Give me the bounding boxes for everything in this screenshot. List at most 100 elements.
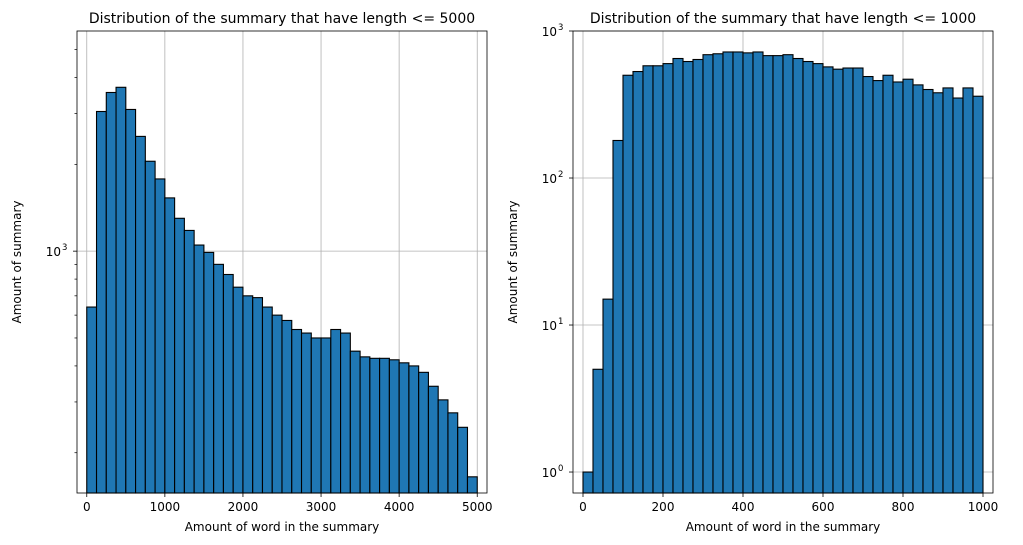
histogram-bar [310,337,322,494]
histogram-bar [592,368,604,494]
histogram-bar [852,67,864,494]
histogram-bar [379,357,390,494]
histogram-bar [972,95,984,494]
histogram-bar [349,350,361,494]
histogram-bar [408,365,420,494]
x-axis-label: Amount of word in the summary [185,520,380,534]
histogram-bar [712,53,724,494]
histogram-bar [183,229,195,494]
histogram-bar [842,67,854,494]
histogram-bar [882,74,894,494]
histogram-bar [447,412,459,494]
y-tick-label-exponent: 2 [558,170,563,180]
histogram-bar [320,337,332,494]
histogram-bar [702,54,714,494]
histogram-bar [652,65,664,494]
histogram-bar [388,359,400,494]
histogram-bar [922,88,934,494]
histogram-bar [602,298,614,494]
histogram-bar [902,78,914,494]
histogram-bar [732,51,744,494]
histogram-bar [682,60,694,494]
histogram-bar [457,426,469,494]
histogram-bar [722,51,734,494]
histogram-bar [125,108,137,494]
x-tick-label: 3000 [306,500,337,514]
histogram-bar [942,87,954,494]
y-tick-label-exponent: 3 [558,23,563,33]
histogram-bar [892,81,904,494]
y-tick-label-base: 10 [542,172,557,186]
histogram-bar [802,60,814,494]
histogram-bar [281,319,293,494]
histogram-bar [952,97,964,494]
histogram-bar [642,65,654,494]
histogram-bar [252,297,264,494]
x-tick-label: 4000 [384,500,415,514]
y-tick-label-base: 10 [542,466,557,480]
y-tick-label-base: 10 [542,319,557,333]
y-axis-label: Amount of summary [506,201,520,324]
x-tick-label: 5000 [462,500,493,514]
y-axis-label: Amount of summary [10,201,24,324]
histogram-bar [772,55,784,494]
histogram-bar [466,476,478,494]
histogram-bar [193,244,205,494]
histogram-bar [95,110,107,494]
histogram-bar [271,314,283,494]
histogram-bar [398,362,410,494]
histogram-bar [135,135,146,494]
axes-frame [76,30,488,494]
histogram-bar [86,306,98,494]
histogram-bar [222,273,234,494]
bars [582,51,984,494]
histogram-bar [291,328,303,494]
histogram-bar [154,178,166,494]
x-tick-label: 1000 [150,500,181,514]
histogram-bar [962,87,974,494]
histogram-bar [872,80,884,494]
histogram-bar [752,51,764,494]
histogram-bar [174,217,185,494]
histogram-bar [437,399,449,494]
x-tick-label: 0 [579,500,587,514]
x-axis-label: Amount of word in the summary [686,520,881,534]
histogram-bar [418,371,429,494]
histogram-bar [582,471,594,494]
histogram-bar [359,356,371,494]
x-tick-label: 200 [652,500,675,514]
histogram-bar [862,75,874,494]
histogram-bar [692,58,704,494]
histogram-bar [242,295,254,494]
histogram-bar [330,328,342,494]
chart-title: Distribution of the summary that have le… [89,11,475,27]
histogram-bar [369,357,381,494]
histogram-bar [261,306,273,494]
histogram-bar [115,86,127,494]
histogram-bar [232,286,244,494]
x-tick-label: 1000 [968,500,999,514]
chart-title: Distribution of the summary that have le… [590,11,976,27]
histogram-bar [144,160,156,494]
histogram-bar [213,263,224,494]
histogram-bar [792,57,804,494]
x-tick-label: 2000 [228,500,259,514]
x-tick-label: 400 [732,500,755,514]
histogram-bar [300,332,312,494]
histogram-bar [612,139,624,494]
histogram-bar [662,63,674,494]
y-tick-label-exponent: 0 [558,464,563,474]
histogram-bar [340,332,351,494]
histogram-bar [932,92,944,494]
histogram-bar [762,55,774,494]
histogram-bar [812,63,824,494]
histogram-bar [622,74,634,494]
chart-panel-1: 0 1000 2000 3000 4000 5000 10 3 Distribution of … [10,11,493,534]
histogram-bar [164,197,176,494]
histogram-bar [782,54,794,494]
histogram-bar [742,52,754,494]
x-tick-label: 600 [812,500,835,514]
y-tick-label-exponent: 1 [558,317,563,327]
y-tick-label-exponent: 3 [62,243,67,253]
